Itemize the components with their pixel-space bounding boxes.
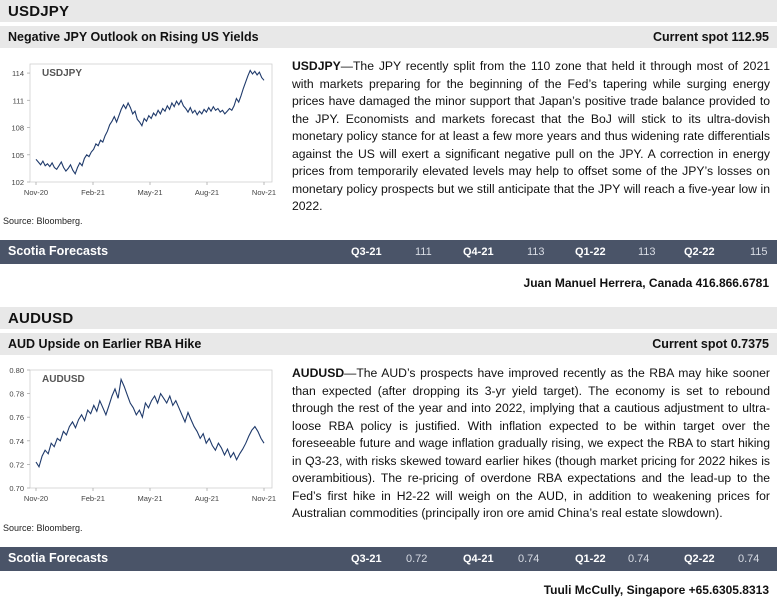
usdjpy-chart-title: USDJPY <box>42 68 82 79</box>
audusd-fc-q3: Q1-22 <box>575 553 606 565</box>
audusd-y-tick-label: 0.78 <box>9 390 24 399</box>
audusd-y-tick-label: 0.76 <box>9 413 24 422</box>
audusd-fc-v1: 0.72 <box>406 553 428 565</box>
audusd-y-tick-label: 0.74 <box>9 437 24 446</box>
audusd-chart-svg: AUDUSD 0.70 0.72 0.74 0.76 0.78 0.80 Nov-20 Feb-… <box>9 366 276 503</box>
usdjpy-source: Source: Bloomberg. <box>3 216 83 226</box>
usdjpy-plot-frame <box>29 63 273 183</box>
usdjpy-fc-q3: Q1-22 <box>575 246 606 258</box>
usdjpy-headline-bar: Negative JPY Outlook on Rising US Yields… <box>0 26 777 48</box>
usdjpy-body: USDJPY—The JPY recently split from the 1… <box>292 58 770 216</box>
usdjpy-title: USDJPY <box>8 3 70 20</box>
usdjpy-series-line <box>35 69 265 176</box>
audusd-fc-q4: Q2-22 <box>684 553 715 565</box>
audusd-fc-v3: 0.74 <box>628 553 650 565</box>
usdjpy-analyst: Juan Manuel Herrera, Canada 416.866.6781 <box>523 276 769 290</box>
usdjpy-forecast-label: Scotia Forecasts <box>8 244 109 258</box>
audusd-chart-title: AUDUSD <box>42 374 85 385</box>
audusd-y-tick-label: 0.72 <box>9 460 24 469</box>
audusd-forecast-label: Scotia Forecasts <box>8 551 109 565</box>
usdjpy-spot: Current spot 112.95 <box>652 30 769 44</box>
audusd-chart: AUDUSD 0.70 0.72 0.74 0.76 0.78 0.80 Nov-20 Feb-… <box>0 362 282 532</box>
audusd-x-tick-label: Nov-20 <box>24 494 48 503</box>
usdjpy-x-tick-label: Feb-21 <box>81 188 105 197</box>
audusd-fc-v2: 0.74 <box>518 553 540 565</box>
audusd-series-line <box>35 377 265 469</box>
usdjpy-x-tick-label: Nov-21 <box>252 188 276 197</box>
usdjpy-x-tick-label: May-21 <box>137 188 162 197</box>
usdjpy-x-tick-label: Aug-21 <box>195 188 219 197</box>
usdjpy-fc-q2: Q4-21 <box>463 246 494 258</box>
audusd-x-tick-label: May-21 <box>137 494 162 503</box>
usdjpy-forecast-bar: Scotia Forecasts Q3-21 111 Q4-21 113 Q1-… <box>0 240 777 264</box>
usdjpy-y-tick-label: 114 <box>12 69 24 78</box>
audusd-headline: AUD Upside on Earlier RBA Hike <box>8 337 202 351</box>
audusd-text: —The AUD’s prospects have improved recen… <box>292 366 770 520</box>
audusd-fc-q2: Q4-21 <box>463 553 494 565</box>
audusd-headline-bar: AUD Upside on Earlier RBA Hike Current s… <box>0 333 777 355</box>
audusd-fc-q1: Q3-21 <box>351 553 382 565</box>
usdjpy-y-tick-label: 105 <box>11 151 24 160</box>
audusd-analyst: Tuuli McCully, Singapore +65.6305.8313 <box>543 583 769 597</box>
audusd-spot: Current spot 0.7375 <box>652 337 769 351</box>
audusd-fc-v4: 0.74 <box>738 553 760 565</box>
usdjpy-fc-v2: 113 <box>527 246 545 258</box>
usdjpy-fc-q4: Q2-22 <box>684 246 715 258</box>
audusd-lead: AUDUSD <box>292 366 345 380</box>
usdjpy-fc-v3: 113 <box>638 246 656 258</box>
audusd-title-bar: AUDUSD <box>0 307 777 329</box>
usdjpy-fc-v4: 115 <box>750 246 768 258</box>
audusd-title: AUDUSD <box>8 310 74 327</box>
usdjpy-title-bar: USDJPY <box>0 0 777 22</box>
audusd-body: AUDUSD—The AUD’s prospects have improved… <box>292 365 770 523</box>
usdjpy-fc-v1: 111 <box>415 246 432 258</box>
usdjpy-y-tick-label: 111 <box>13 96 24 105</box>
usdjpy-fc-q1: Q3-21 <box>351 246 382 258</box>
audusd-x-tick-label: Aug-21 <box>195 494 219 503</box>
audusd-y-tick-label: 0.80 <box>9 366 24 375</box>
usdjpy-y-tick-label: 108 <box>11 124 24 133</box>
audusd-source: Source: Bloomberg. <box>3 523 83 533</box>
usdjpy-text: —The JPY recently split from the 110 zon… <box>292 59 770 213</box>
audusd-plot-frame <box>29 369 273 489</box>
usdjpy-headline: Negative JPY Outlook on Rising US Yields <box>8 30 259 44</box>
usdjpy-x-tick-label: Nov-20 <box>24 188 48 197</box>
usdjpy-chart-svg: USDJPY 102 105 108 111 114 Nov-20 Feb-21 May-21 A… <box>11 63 276 197</box>
audusd-x-tick-label: Feb-21 <box>81 494 105 503</box>
audusd-y-tick-label: 0.70 <box>9 484 24 493</box>
audusd-forecast-bar: Scotia Forecasts Q3-21 0.72 Q4-21 0.74 Q… <box>0 547 777 571</box>
usdjpy-chart: USDJPY 102 105 108 111 114 Nov-20 Feb-21 May-21 A… <box>0 56 282 226</box>
audusd-x-tick-label: Nov-21 <box>252 494 276 503</box>
usdjpy-lead: USDJPY <box>292 59 341 73</box>
usdjpy-y-tick-label: 102 <box>11 178 24 187</box>
